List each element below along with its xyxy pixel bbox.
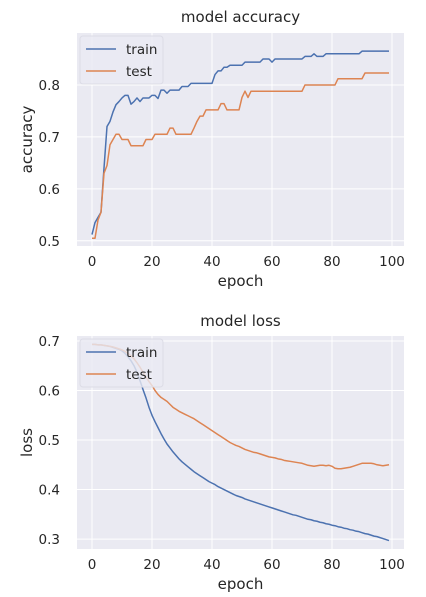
x-tick-label: 20 bbox=[143, 254, 160, 270]
legend-label-test: test bbox=[126, 367, 152, 383]
chart-title: model loss bbox=[200, 312, 281, 330]
y-tick-label: 0.6 bbox=[39, 383, 60, 399]
legend-box bbox=[79, 338, 164, 388]
chart-1: 0 20 40 60 80 100 0.3 0.4 0.5 0.6 0.7 model loss epo… bbox=[18, 312, 405, 593]
y-tick-label: 0.5 bbox=[39, 234, 60, 250]
legend-box bbox=[79, 35, 164, 85]
x-tick-label: 0 bbox=[88, 254, 97, 270]
x-tick-label: 100 bbox=[379, 254, 405, 270]
legend: train test bbox=[79, 338, 164, 388]
y-tick-label: 0.6 bbox=[39, 182, 60, 198]
legend: train test bbox=[79, 35, 164, 85]
y-axis-label: accuracy bbox=[18, 106, 36, 174]
legend-label-train: train bbox=[126, 42, 157, 58]
x-tick-label: 60 bbox=[263, 254, 280, 270]
x-tick-label: 60 bbox=[263, 557, 280, 573]
x-tick-label: 40 bbox=[203, 557, 220, 573]
y-tick-label: 0.5 bbox=[39, 433, 60, 449]
chart-0: 0 20 40 60 80 100 0.5 0.6 0.7 0.8 model accuracy ep… bbox=[18, 8, 405, 290]
series-line-test bbox=[92, 72, 389, 239]
y-tick-label: 0.3 bbox=[39, 532, 60, 548]
y-tick-label: 0.4 bbox=[39, 483, 60, 499]
x-axis-label: epoch bbox=[218, 272, 264, 290]
x-tick-label: 0 bbox=[88, 557, 97, 573]
y-tick-label: 0.7 bbox=[39, 130, 60, 146]
x-tick-label: 80 bbox=[323, 557, 340, 573]
x-tick-label: 40 bbox=[203, 254, 220, 270]
y-tick-label: 0.7 bbox=[39, 334, 60, 350]
x-tick-label: 20 bbox=[143, 557, 160, 573]
x-tick-label: 100 bbox=[379, 557, 405, 573]
y-tick-label: 0.8 bbox=[39, 78, 60, 94]
x-axis-label: epoch bbox=[218, 575, 264, 593]
x-tick-label: 80 bbox=[323, 254, 340, 270]
legend-label-train: train bbox=[126, 345, 157, 361]
chart-title: model accuracy bbox=[181, 8, 300, 26]
series-line-train bbox=[91, 50, 389, 235]
y-axis-label: loss bbox=[18, 428, 36, 457]
legend-label-test: test bbox=[126, 64, 152, 80]
